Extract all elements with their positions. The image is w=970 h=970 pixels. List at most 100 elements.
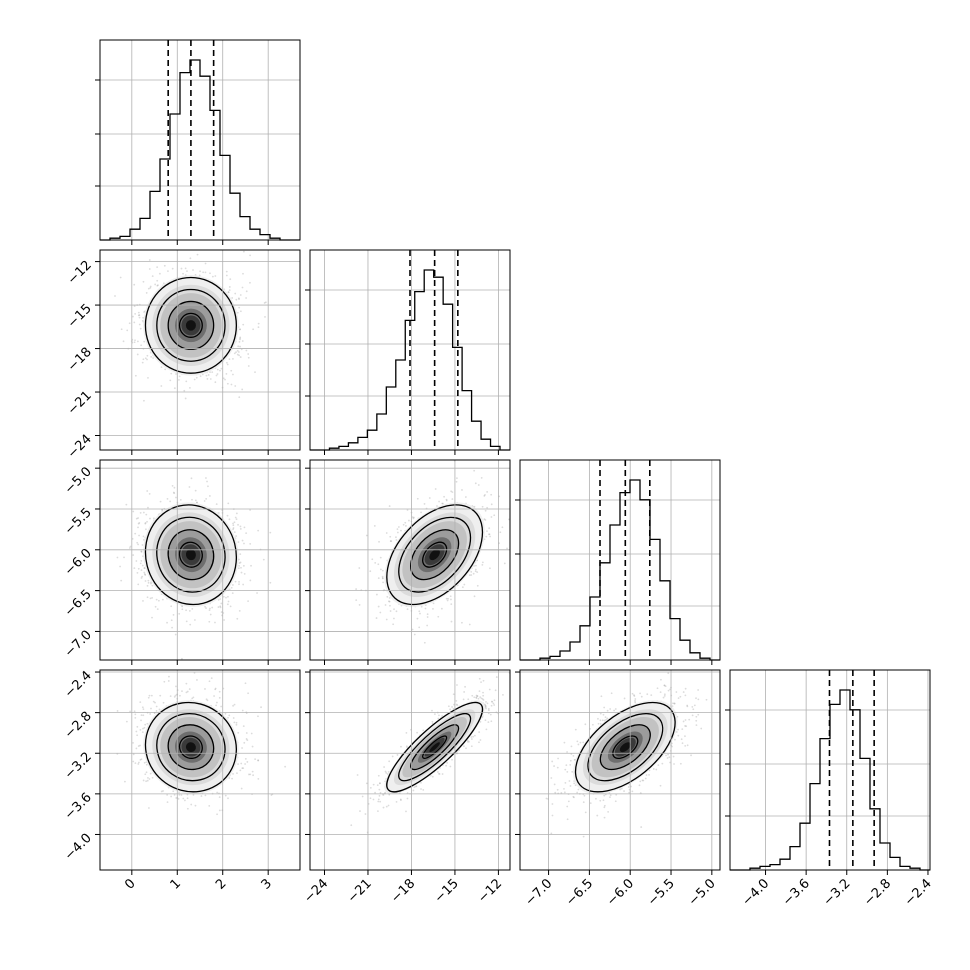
sample-point bbox=[141, 731, 144, 733]
sample-point bbox=[194, 619, 196, 621]
sample-point bbox=[451, 498, 454, 500]
sample-point bbox=[230, 369, 233, 372]
sample-point bbox=[232, 527, 235, 529]
sample-point bbox=[139, 562, 142, 565]
sample-point bbox=[249, 281, 251, 284]
sample-point bbox=[486, 530, 488, 533]
sample-point bbox=[138, 534, 140, 537]
sample-point bbox=[138, 521, 141, 524]
x-tick-label: −3.2 bbox=[821, 876, 854, 909]
sample-point bbox=[242, 272, 244, 275]
sample-point bbox=[149, 597, 152, 600]
sample-point bbox=[241, 709, 244, 712]
sample-point bbox=[247, 692, 250, 695]
sample-point bbox=[185, 609, 188, 612]
sample-point bbox=[231, 592, 234, 595]
sample-point bbox=[247, 353, 250, 355]
sample-point bbox=[237, 351, 240, 353]
sample-point bbox=[406, 509, 409, 511]
sample-point bbox=[252, 774, 255, 777]
sample-point bbox=[137, 567, 140, 570]
sample-point bbox=[150, 582, 152, 585]
sample-point bbox=[205, 477, 207, 479]
sample-point bbox=[158, 272, 161, 275]
sample-point bbox=[192, 793, 195, 796]
sample-point bbox=[249, 579, 252, 582]
sample-point bbox=[149, 287, 152, 289]
sample-point bbox=[186, 797, 189, 800]
sample-point bbox=[147, 579, 150, 582]
panel-frame bbox=[729, 669, 931, 871]
sample-point bbox=[184, 397, 187, 400]
sample-point bbox=[228, 777, 231, 779]
sample-point bbox=[476, 584, 479, 587]
contour-line bbox=[178, 735, 203, 759]
sample-point bbox=[136, 734, 139, 737]
sample-point bbox=[269, 581, 272, 584]
sample-point bbox=[208, 495, 211, 497]
sample-point bbox=[207, 374, 210, 376]
sample-point bbox=[365, 534, 368, 537]
sample-point bbox=[242, 323, 245, 326]
sample-point bbox=[204, 688, 206, 690]
contour-line bbox=[167, 724, 215, 771]
sample-point bbox=[232, 373, 234, 376]
sample-point bbox=[426, 613, 429, 616]
sample-point bbox=[144, 580, 147, 582]
sample-point bbox=[489, 535, 491, 538]
density-shading bbox=[143, 700, 239, 795]
sample-point bbox=[233, 703, 236, 706]
sample-point bbox=[236, 772, 238, 774]
y-tick-label: −5.0 bbox=[62, 464, 95, 497]
sample-point bbox=[185, 620, 188, 623]
sample-point bbox=[386, 595, 389, 598]
sample-point bbox=[233, 531, 236, 534]
sample-point bbox=[239, 356, 242, 358]
sample-point bbox=[207, 485, 209, 488]
sample-point bbox=[166, 793, 169, 796]
sample-point bbox=[461, 489, 463, 491]
sample-point bbox=[146, 490, 149, 492]
sample-point bbox=[240, 571, 243, 574]
contour-line bbox=[144, 504, 238, 606]
sample-point bbox=[205, 698, 208, 701]
sample-point bbox=[227, 595, 229, 598]
sample-point bbox=[473, 469, 476, 472]
sample-point bbox=[236, 311, 239, 314]
sample-point bbox=[139, 511, 142, 514]
sample-point bbox=[141, 361, 144, 364]
sample-point bbox=[146, 358, 148, 361]
sample-point bbox=[175, 685, 177, 688]
sample-point bbox=[144, 522, 147, 525]
sample-point bbox=[225, 270, 228, 273]
sample-point bbox=[245, 297, 247, 299]
sample-point bbox=[133, 321, 136, 324]
sample-point bbox=[162, 701, 165, 704]
sample-point bbox=[411, 516, 414, 519]
sample-point bbox=[146, 584, 149, 587]
sample-point bbox=[493, 514, 496, 517]
sample-point bbox=[481, 505, 484, 508]
sample-point bbox=[190, 477, 193, 480]
sample-point bbox=[137, 543, 140, 546]
sample-point bbox=[232, 524, 235, 527]
sample-point bbox=[134, 716, 137, 719]
sample-point bbox=[154, 283, 157, 286]
y-tick-label: −4.0 bbox=[62, 831, 95, 864]
sample-point bbox=[227, 291, 230, 294]
sample-point bbox=[143, 340, 146, 343]
sample-point bbox=[213, 695, 215, 697]
sample-point bbox=[237, 763, 239, 765]
sample-point bbox=[120, 579, 123, 582]
sample-point bbox=[141, 544, 144, 546]
sample-point bbox=[135, 560, 138, 562]
sample-point bbox=[172, 491, 175, 494]
sample-point bbox=[239, 553, 242, 556]
contour-line bbox=[156, 288, 226, 362]
sample-point bbox=[232, 772, 234, 775]
sample-point bbox=[247, 356, 250, 359]
panel-body bbox=[114, 250, 267, 402]
sample-point bbox=[503, 562, 506, 565]
sample-point bbox=[377, 563, 380, 566]
sample-point bbox=[147, 776, 149, 779]
